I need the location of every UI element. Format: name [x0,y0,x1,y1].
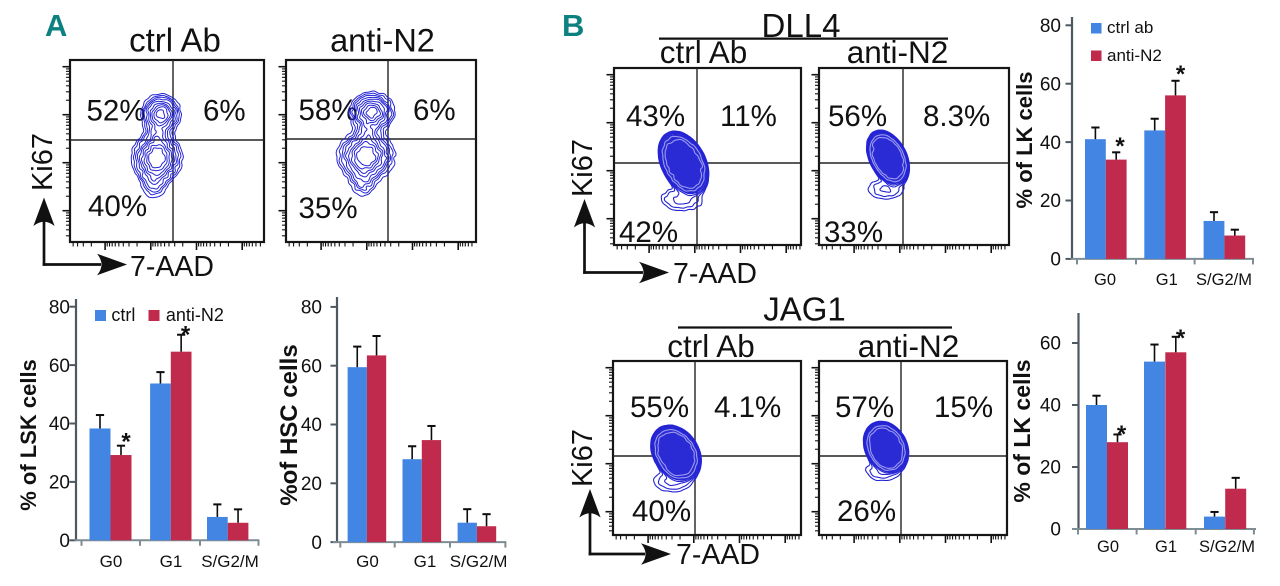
svg-text:*: * [1117,421,1127,448]
svg-text:anti-N2: anti-N2 [847,34,949,70]
svg-text:26%: 26% [837,495,896,528]
svg-text:7-AAD: 7-AAD [673,258,757,290]
svg-text:60: 60 [301,356,322,377]
svg-text:0: 0 [59,531,70,552]
svg-text:20: 20 [1040,191,1061,212]
svg-text:40: 40 [49,414,70,435]
svg-text:G1: G1 [1155,538,1177,556]
svg-text:G0: G0 [1097,538,1119,556]
svg-text:42%: 42% [619,216,678,249]
svg-text:6%: 6% [413,94,456,127]
svg-text:4.1%: 4.1% [714,391,781,424]
svg-text:20: 20 [1040,458,1061,479]
svg-text:S/G2/M: S/G2/M [1196,271,1252,289]
svg-text:S/G2/M: S/G2/M [201,552,259,571]
svg-text:ctrl Ab: ctrl Ab [129,22,221,59]
svg-text:S/G2/M: S/G2/M [450,552,508,571]
svg-text:57%: 57% [835,391,894,424]
svg-text:7-AAD: 7-AAD [130,251,214,283]
svg-text:%of HSC cells: %of HSC cells [276,344,303,505]
svg-text:58%: 58% [299,94,358,127]
svg-text:S/G2/M: S/G2/M [1199,538,1255,556]
svg-text:ctrl ab: ctrl ab [1107,18,1153,37]
svg-text:A: A [45,8,67,43]
svg-text:80: 80 [1040,16,1061,37]
svg-text:40%: 40% [632,495,691,528]
svg-text:G1: G1 [160,552,183,571]
svg-text:ctrl: ctrl [111,305,135,325]
svg-text:60: 60 [1040,74,1061,95]
svg-text:60: 60 [49,356,70,377]
svg-text:% of LSK cells: % of LSK cells [16,359,41,511]
svg-text:% of LK cells: % of LK cells [1009,359,1035,502]
svg-text:Ki67: Ki67 [27,133,59,191]
svg-text:0: 0 [1050,520,1061,541]
svg-text:ctrl Ab: ctrl Ab [660,34,748,70]
svg-text:*: * [181,322,191,349]
svg-text:Ki67: Ki67 [567,139,599,197]
svg-text:80: 80 [301,298,322,319]
svg-text:anti-N2: anti-N2 [858,328,960,364]
svg-text:Ki67: Ki67 [567,429,599,487]
svg-text:JAG1: JAG1 [763,291,846,328]
svg-text:8.3%: 8.3% [923,100,990,133]
svg-text:G0: G0 [1094,271,1116,289]
svg-text:*: * [1176,325,1186,352]
svg-text:G0: G0 [356,552,379,571]
svg-text:0: 0 [1050,250,1061,271]
svg-text:G0: G0 [100,552,123,571]
svg-text:anti-N2: anti-N2 [1107,46,1162,65]
svg-text:56%: 56% [828,100,887,133]
svg-text:20: 20 [301,474,322,495]
svg-text:*: * [1115,133,1125,160]
svg-text:55%: 55% [630,391,689,424]
svg-text:6%: 6% [203,95,246,128]
svg-text:43%: 43% [626,100,685,133]
svg-text:60: 60 [1040,334,1061,355]
svg-text:B: B [562,8,584,43]
svg-text:0: 0 [311,533,322,554]
svg-text:7-AAD: 7-AAD [676,539,760,571]
svg-text:40: 40 [1040,396,1061,417]
svg-text:11%: 11% [720,100,777,133]
svg-text:52%: 52% [87,95,146,128]
svg-text:40: 40 [301,415,322,436]
svg-text:ctrl Ab: ctrl Ab [667,328,755,364]
svg-text:*: * [1176,61,1186,88]
svg-text:20: 20 [49,473,70,494]
svg-text:35%: 35% [299,192,358,225]
svg-text:anti-N2: anti-N2 [330,23,435,59]
svg-text:40: 40 [1040,133,1061,154]
svg-text:anti-N2: anti-N2 [166,305,224,325]
svg-text:80: 80 [49,297,70,318]
svg-text:33%: 33% [824,216,883,249]
svg-text:G1: G1 [414,552,437,571]
svg-text:G1: G1 [1156,271,1178,289]
svg-text:*: * [121,429,131,456]
svg-text:40%: 40% [88,190,147,223]
svg-text:% of LK cells: % of LK cells [1012,72,1037,209]
svg-text:15%: 15% [934,391,993,424]
